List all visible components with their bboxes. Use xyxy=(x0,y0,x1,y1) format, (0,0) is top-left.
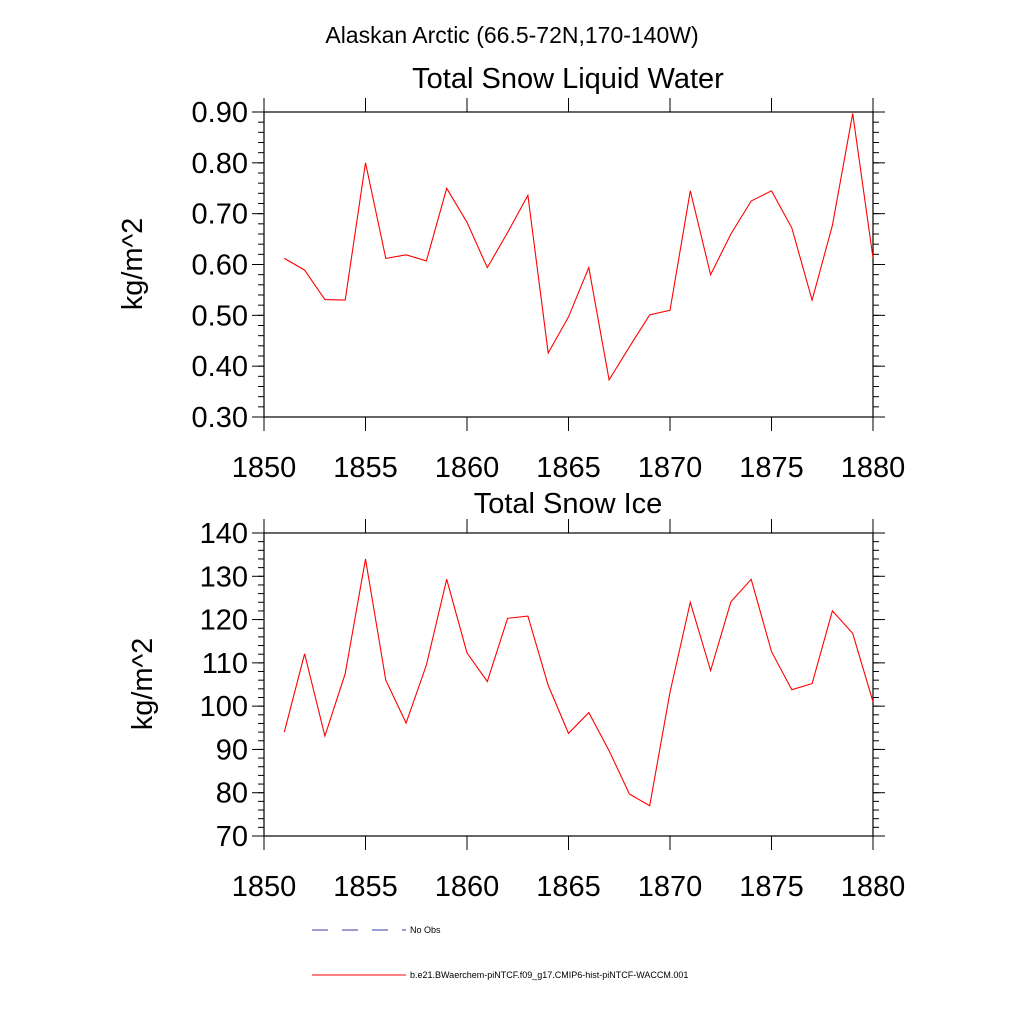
y-tick-label: 110 xyxy=(202,648,248,680)
x-tick-label: 1850 xyxy=(232,452,297,484)
y-axis-label: kg/m^2 xyxy=(117,218,149,311)
x-tick-label: 1850 xyxy=(232,871,297,903)
panel-title: Total Snow Ice xyxy=(474,488,663,520)
y-tick-label: 0.70 xyxy=(192,199,248,231)
x-tick-label: 1870 xyxy=(638,452,703,484)
legend-label-model: b.e21.BWaerchem-piNTCF.f09_g17.CMIP6-his… xyxy=(410,970,688,980)
x-tick-label: 1860 xyxy=(435,452,500,484)
y-tick-label: 80 xyxy=(216,778,248,810)
x-tick-label: 1880 xyxy=(841,871,906,903)
plot-frame xyxy=(263,111,874,418)
y-tick-label: 0.50 xyxy=(192,300,248,332)
figure-title: Alaskan Arctic (66.5-72N,170-140W) xyxy=(325,22,698,48)
panel-snow-ice: Total Snow Ice kg/m^2 70 80 90 100 110 120 130… xyxy=(127,488,905,903)
y-tick-label: 0.60 xyxy=(192,250,248,282)
y-tick-label: 0.90 xyxy=(192,97,248,129)
series-line xyxy=(284,113,874,382)
y-tick-label: 0.80 xyxy=(192,148,248,180)
panel-title: Total Snow Liquid Water xyxy=(412,63,724,95)
y-tick-label: 100 xyxy=(200,691,248,723)
y-tick-label: 130 xyxy=(200,561,248,593)
x-tick-label: 1860 xyxy=(435,871,500,903)
y-axis-label: kg/m^2 xyxy=(127,638,159,731)
y-tick-label: 70 xyxy=(216,821,248,853)
x-tick-label: 1880 xyxy=(841,452,906,484)
y-tick-label: 120 xyxy=(200,605,248,637)
y-tick-label: 90 xyxy=(216,734,248,766)
y-tick-label: 0.30 xyxy=(192,402,248,434)
x-tick-label: 1875 xyxy=(739,452,804,484)
plot-frame xyxy=(263,532,874,837)
series-line xyxy=(283,558,874,807)
x-tick-label: 1855 xyxy=(333,871,398,903)
x-tick-label: 1865 xyxy=(536,452,601,484)
y-tick-label: 0.40 xyxy=(192,351,248,383)
x-tick-label: 1865 xyxy=(536,871,601,903)
legend-label-no-obs: No Obs xyxy=(410,925,441,935)
y-tick-label: 140 xyxy=(200,518,248,550)
x-tick-label: 1875 xyxy=(739,871,804,903)
panel-snow-liquid-water: Total Snow Liquid Water kg/m^2 0.30 0.40 0… xyxy=(117,63,905,484)
x-tick-label: 1855 xyxy=(333,452,398,484)
legend: No Obs b.e21.BWaerchem-piNTCF.f09_g17.CM… xyxy=(312,925,688,980)
x-tick-label: 1870 xyxy=(638,871,703,903)
